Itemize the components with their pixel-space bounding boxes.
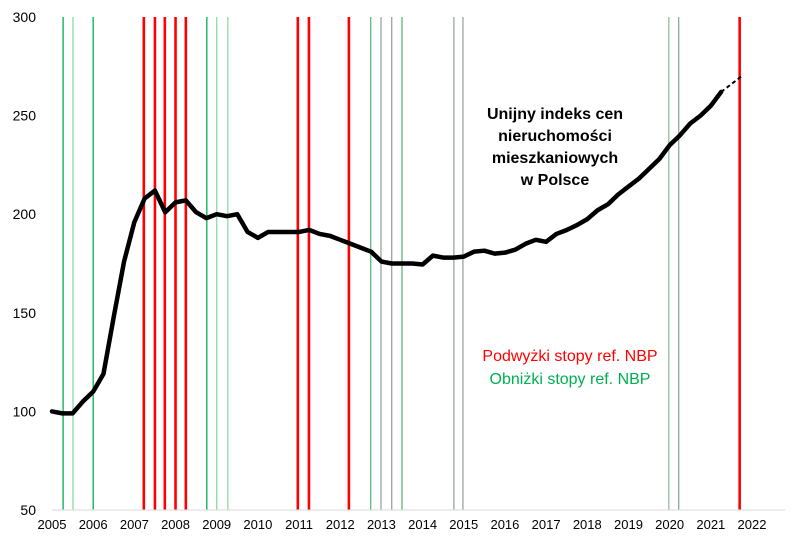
x-tick-label: 2006 [79, 517, 108, 532]
x-tick-label: 2019 [614, 517, 643, 532]
y-tick-label: 300 [13, 9, 37, 25]
annotation-line: mieszkaniowych [491, 150, 619, 167]
annotation-line: Unijny indeks cen [486, 106, 624, 123]
x-tick-label: 2020 [655, 517, 684, 532]
x-tick-label: 2017 [532, 517, 561, 532]
y-tick-label: 50 [20, 502, 36, 518]
series-annotation: Unijny indeks cen nieruchomości mieszkan… [455, 104, 655, 192]
x-tick-label: 2014 [408, 517, 437, 532]
x-tick-label: 2013 [367, 517, 396, 532]
x-tick-label: 2021 [696, 517, 725, 532]
x-tick-label: 2009 [202, 517, 231, 532]
x-tick-label: 2015 [449, 517, 478, 532]
x-tick-label: 2022 [738, 517, 767, 532]
x-tick-label: 2005 [38, 517, 67, 532]
y-tick-label: 100 [13, 403, 37, 419]
y-tick-label: 200 [13, 206, 37, 222]
forecast-line [720, 75, 743, 93]
x-tick-label: 2008 [161, 517, 190, 532]
x-tick-label: 2011 [285, 517, 313, 532]
annotation-line: nieruchomości [498, 128, 612, 145]
x-tick-label: 2018 [573, 517, 602, 532]
x-tick-label: 2016 [490, 517, 519, 532]
y-tick-label: 150 [13, 305, 37, 321]
x-tick-label: 2010 [243, 517, 272, 532]
x-tick-label: 2007 [120, 517, 149, 532]
annotation-line: w Polsce [520, 172, 590, 189]
x-tick-label: 2012 [326, 517, 355, 532]
series-line [49, 89, 724, 416]
legend-hikes: Podwyżki stopy ref. NBP [482, 348, 658, 365]
y-tick-label: 250 [13, 108, 37, 124]
legend-cuts: Obniżki stopy ref. NBP [489, 371, 651, 388]
